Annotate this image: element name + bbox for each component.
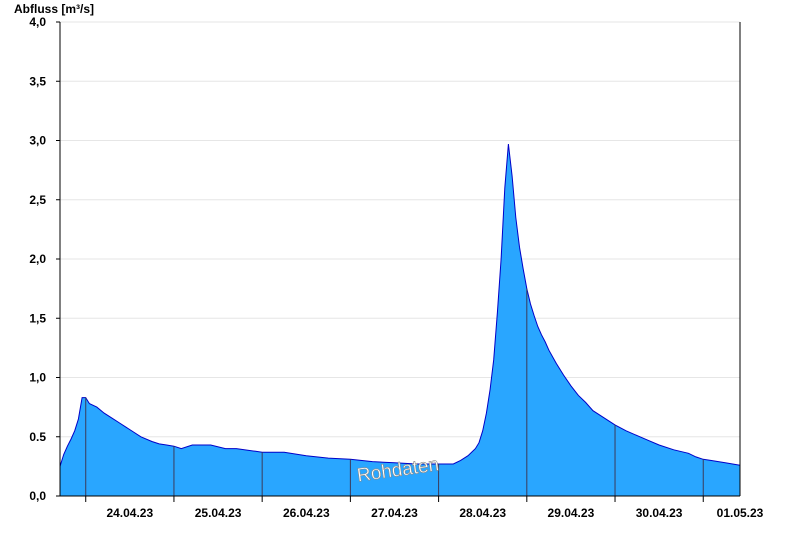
x-tick-label: 29.04.23 — [548, 506, 595, 520]
x-tick-label: 01.05.23 — [717, 506, 764, 520]
x-tick-label: 30.04.23 — [636, 506, 683, 520]
y-tick-labels: 0,0 0.5 1,0 1,5 2,0 2,5 3,0 3,5 4,0 — [29, 15, 46, 503]
day-dividers — [85, 288, 704, 502]
discharge-line — [59, 144, 741, 467]
y-tick-label: 1,0 — [29, 371, 46, 385]
plot-area — [59, 144, 741, 496]
y-tick-label: 4,0 — [29, 15, 46, 29]
discharge-area — [60, 144, 740, 496]
y-tick-label: 3,0 — [29, 134, 46, 148]
x-tick-label: 25.04.23 — [195, 506, 242, 520]
x-tick-label: 27.04.23 — [371, 506, 418, 520]
y-tick-label: 0,0 — [29, 489, 46, 503]
x-tick-label: 26.04.23 — [283, 506, 330, 520]
x-tick-label: 28.04.23 — [459, 506, 506, 520]
y-tick-label: 2,5 — [29, 193, 46, 207]
x-tick-label: 24.04.23 — [106, 506, 153, 520]
gridlines — [56, 21, 740, 497]
y-tick-label: 0.5 — [29, 430, 46, 444]
y-axis-title: Abfluss [m³/s] — [14, 2, 94, 16]
y-tick-label: 1,5 — [29, 311, 46, 325]
y-tick-label: 2,0 — [29, 252, 46, 266]
x-tick-labels: 24.04.23 25.04.23 26.04.23 27.04.23 28.04.23… — [106, 506, 763, 520]
y-tick-label: 3,5 — [29, 74, 46, 88]
axes — [59, 22, 741, 497]
